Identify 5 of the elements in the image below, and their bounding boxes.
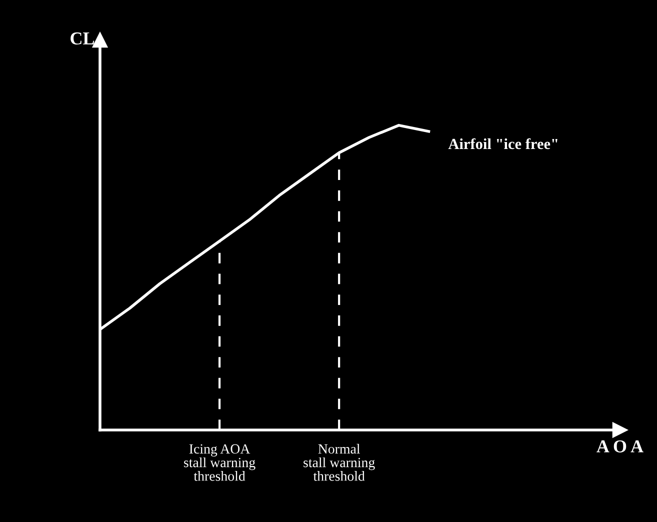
x-tick-label: Normal stall warning threshold [304,444,375,481]
text: Airfoil "ice free" [448,138,558,150]
x-tick-label: Icing AOA stall warning threshold [184,444,256,481]
y-axis-title: CL [70,32,94,45]
text: A O A [596,440,644,452]
